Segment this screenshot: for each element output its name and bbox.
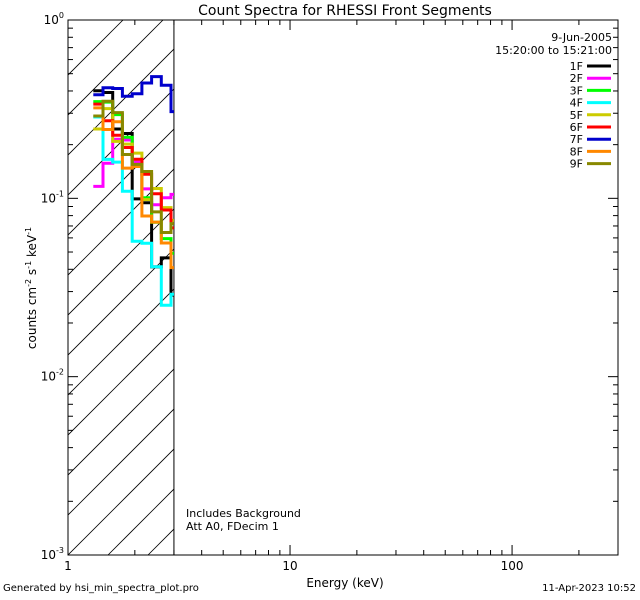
plot-frame bbox=[67, 19, 619, 556]
hatch-line bbox=[68, 48, 174, 156]
hatched-region bbox=[68, 20, 174, 555]
hatch-line bbox=[68, 408, 174, 516]
annotation-attenuator: Att A0, FDecim 1 bbox=[186, 520, 279, 533]
y-axis-label: counts cm-2 s-1 keV-1 bbox=[24, 227, 39, 349]
observation-time-range: 15:20:00 to 15:21:00 bbox=[495, 44, 612, 57]
legend-label: 6F bbox=[570, 121, 583, 134]
legend-label: 7F bbox=[570, 133, 583, 146]
legend-label: 4F bbox=[570, 97, 583, 110]
y-tick-label: 10-3 bbox=[41, 546, 64, 562]
legend-label: 1F bbox=[570, 60, 583, 73]
chart-title: Count Spectra for RHESSI Front Segments bbox=[198, 3, 492, 19]
legend-label: 2F bbox=[570, 72, 583, 85]
observation-date: 9-Jun-2005 bbox=[551, 31, 612, 44]
hatch-line bbox=[68, 20, 164, 116]
legend-label: 3F bbox=[570, 84, 583, 97]
hatch-line bbox=[68, 368, 174, 476]
x-tick-label: 10 bbox=[282, 559, 297, 573]
legend-label: 5F bbox=[570, 109, 583, 122]
legend-label: 8F bbox=[570, 145, 583, 158]
x-tick-label: 1 bbox=[64, 559, 72, 573]
footer-timestamp: 11-Apr-2023 10:52 bbox=[542, 583, 636, 594]
y-tick-label: 100 bbox=[44, 11, 64, 27]
footer-generated: Generated by hsi_min_spectra_plot.pro bbox=[3, 583, 199, 594]
x-axis-label: Energy (keV) bbox=[306, 576, 383, 590]
legend-label: 9F bbox=[570, 158, 583, 171]
x-tick-label: 100 bbox=[501, 559, 524, 573]
hatch-line bbox=[68, 208, 174, 316]
y-tick-label: 10-1 bbox=[41, 189, 64, 205]
y-tick-label: 10-2 bbox=[41, 368, 64, 384]
annotation-background: Includes Background bbox=[186, 507, 301, 520]
hatch-line bbox=[68, 248, 174, 356]
hatch-line bbox=[68, 448, 174, 555]
